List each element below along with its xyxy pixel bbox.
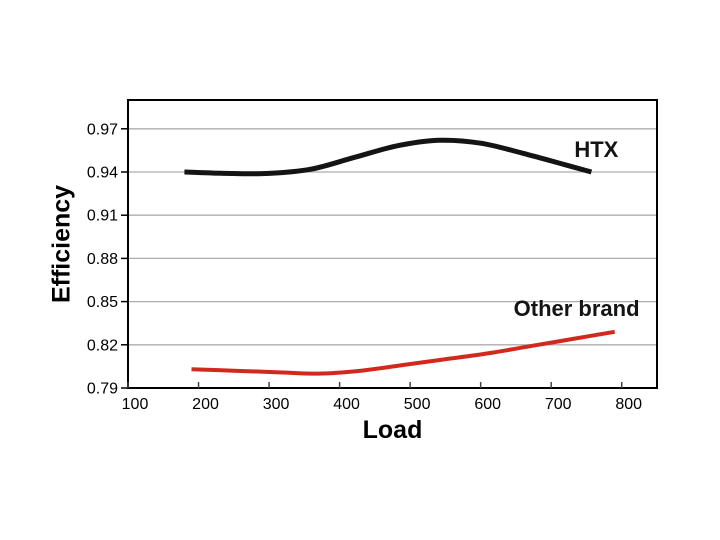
x-tick-label: 400 [333,396,360,413]
series-label-other-brand: Other brand [513,295,640,321]
x-tick-label: 100 [122,396,149,413]
x-tick-label: 500 [404,396,431,413]
x-tick-label: 800 [615,396,642,413]
y-tick-label: 0.94 [87,165,118,182]
x-tick-label: 700 [545,396,572,413]
y-tick-label: 0.82 [87,337,118,354]
plot-border [127,99,658,389]
y-tick-label: 0.91 [87,208,118,225]
x-tick-label: 200 [192,396,219,413]
y-tick-label: 0.97 [87,121,118,138]
series-label-htx: HTX [574,137,619,163]
series-line-other-brand [191,329,616,376]
x-tick-label: 300 [263,396,290,413]
x-tick-label: 600 [474,396,501,413]
y-tick-label: 0.88 [87,251,118,268]
series-line-htx [184,137,593,177]
y-tick-label: 0.85 [87,294,118,311]
y-axis-title: Efficiency [47,184,76,304]
x-axis-title: Load [362,416,423,444]
y-tick-label: 0.79 [87,381,118,398]
